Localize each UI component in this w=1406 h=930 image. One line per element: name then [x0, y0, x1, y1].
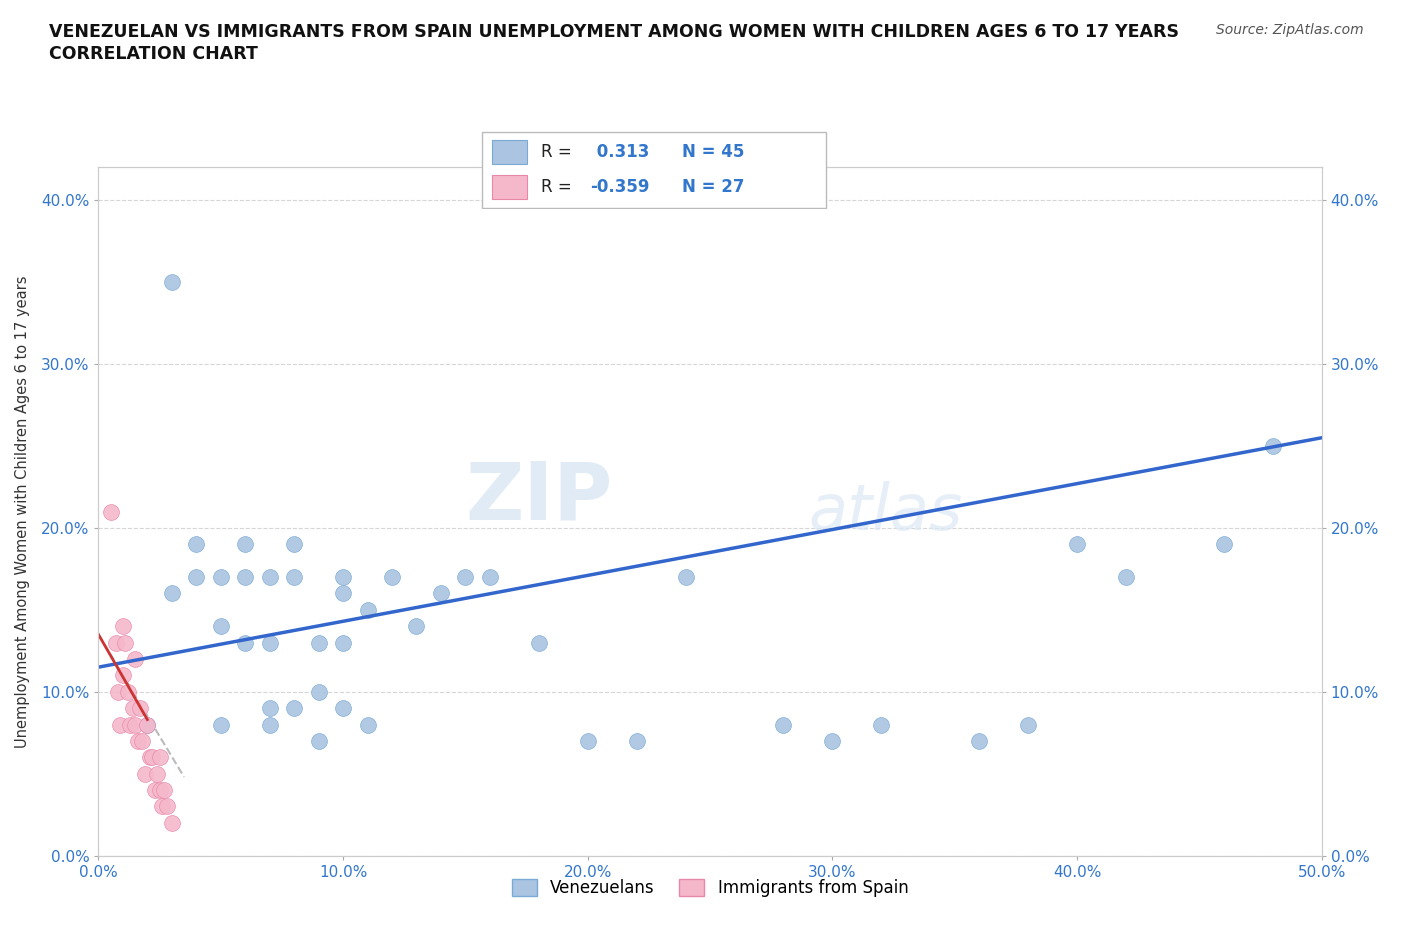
- Point: [160, 274, 183, 289]
- Point: [259, 635, 281, 650]
- Point: [153, 783, 176, 798]
- Point: [100, 504, 122, 519]
- Point: [308, 684, 330, 699]
- Point: [233, 569, 256, 584]
- Point: [430, 586, 453, 601]
- Point: [308, 734, 330, 749]
- Point: [259, 700, 281, 715]
- Point: [1115, 569, 1137, 584]
- Point: [146, 766, 169, 781]
- Point: [209, 618, 232, 633]
- Point: [127, 734, 149, 749]
- Text: R =: R =: [541, 143, 578, 161]
- Point: [160, 586, 183, 601]
- Text: R =: R =: [541, 179, 578, 196]
- Point: [110, 717, 132, 732]
- Point: [121, 700, 143, 715]
- Point: [209, 569, 232, 584]
- Point: [478, 569, 501, 584]
- Text: atlas: atlas: [808, 481, 962, 542]
- Point: [283, 569, 305, 584]
- Point: [233, 537, 256, 551]
- Point: [1261, 439, 1284, 454]
- Point: [626, 734, 648, 749]
- Point: [283, 537, 305, 551]
- Point: [870, 717, 893, 732]
- Point: [129, 700, 152, 715]
- Legend: Venezuelans, Immigrants from Spain: Venezuelans, Immigrants from Spain: [503, 870, 917, 906]
- Point: [149, 783, 172, 798]
- Point: [356, 603, 378, 618]
- Point: [111, 618, 134, 633]
- Point: [107, 684, 129, 699]
- Point: [454, 569, 477, 584]
- FancyBboxPatch shape: [481, 132, 827, 207]
- Point: [967, 734, 990, 749]
- Text: Source: ZipAtlas.com: Source: ZipAtlas.com: [1216, 23, 1364, 37]
- Y-axis label: Unemployment Among Women with Children Ages 6 to 17 years: Unemployment Among Women with Children A…: [15, 275, 30, 748]
- Point: [259, 569, 281, 584]
- Point: [139, 750, 162, 764]
- Point: [124, 717, 146, 732]
- Point: [1066, 537, 1088, 551]
- Point: [117, 684, 139, 699]
- Point: [136, 717, 159, 732]
- Text: CORRELATION CHART: CORRELATION CHART: [49, 45, 259, 62]
- Point: [1212, 537, 1234, 551]
- Point: [134, 766, 156, 781]
- Text: ZIP: ZIP: [465, 458, 612, 537]
- Point: [186, 569, 208, 584]
- Point: [332, 700, 354, 715]
- Point: [527, 635, 550, 650]
- Point: [209, 717, 232, 732]
- Point: [233, 635, 256, 650]
- Point: [111, 668, 134, 683]
- Point: [114, 635, 136, 650]
- Point: [160, 816, 183, 830]
- Text: N = 45: N = 45: [682, 143, 744, 161]
- Text: -0.359: -0.359: [591, 179, 650, 196]
- Point: [143, 783, 166, 798]
- Point: [772, 717, 794, 732]
- FancyBboxPatch shape: [492, 140, 527, 165]
- Point: [149, 750, 172, 764]
- Point: [332, 586, 354, 601]
- Point: [821, 734, 844, 749]
- Point: [156, 799, 179, 814]
- Point: [675, 569, 697, 584]
- Point: [136, 717, 159, 732]
- Point: [1017, 717, 1039, 732]
- Text: 0.313: 0.313: [591, 143, 650, 161]
- Text: N = 27: N = 27: [682, 179, 744, 196]
- Point: [332, 635, 354, 650]
- Point: [104, 635, 127, 650]
- Point: [120, 717, 142, 732]
- FancyBboxPatch shape: [492, 175, 527, 199]
- Point: [405, 618, 427, 633]
- Point: [259, 717, 281, 732]
- Text: VENEZUELAN VS IMMIGRANTS FROM SPAIN UNEMPLOYMENT AMONG WOMEN WITH CHILDREN AGES : VENEZUELAN VS IMMIGRANTS FROM SPAIN UNEM…: [49, 23, 1180, 41]
- Point: [131, 734, 153, 749]
- Point: [381, 569, 404, 584]
- Point: [186, 537, 208, 551]
- Point: [150, 799, 173, 814]
- Point: [308, 635, 330, 650]
- Point: [332, 569, 354, 584]
- Point: [124, 652, 146, 667]
- Point: [356, 717, 378, 732]
- Point: [283, 700, 305, 715]
- Point: [141, 750, 163, 764]
- Point: [576, 734, 599, 749]
